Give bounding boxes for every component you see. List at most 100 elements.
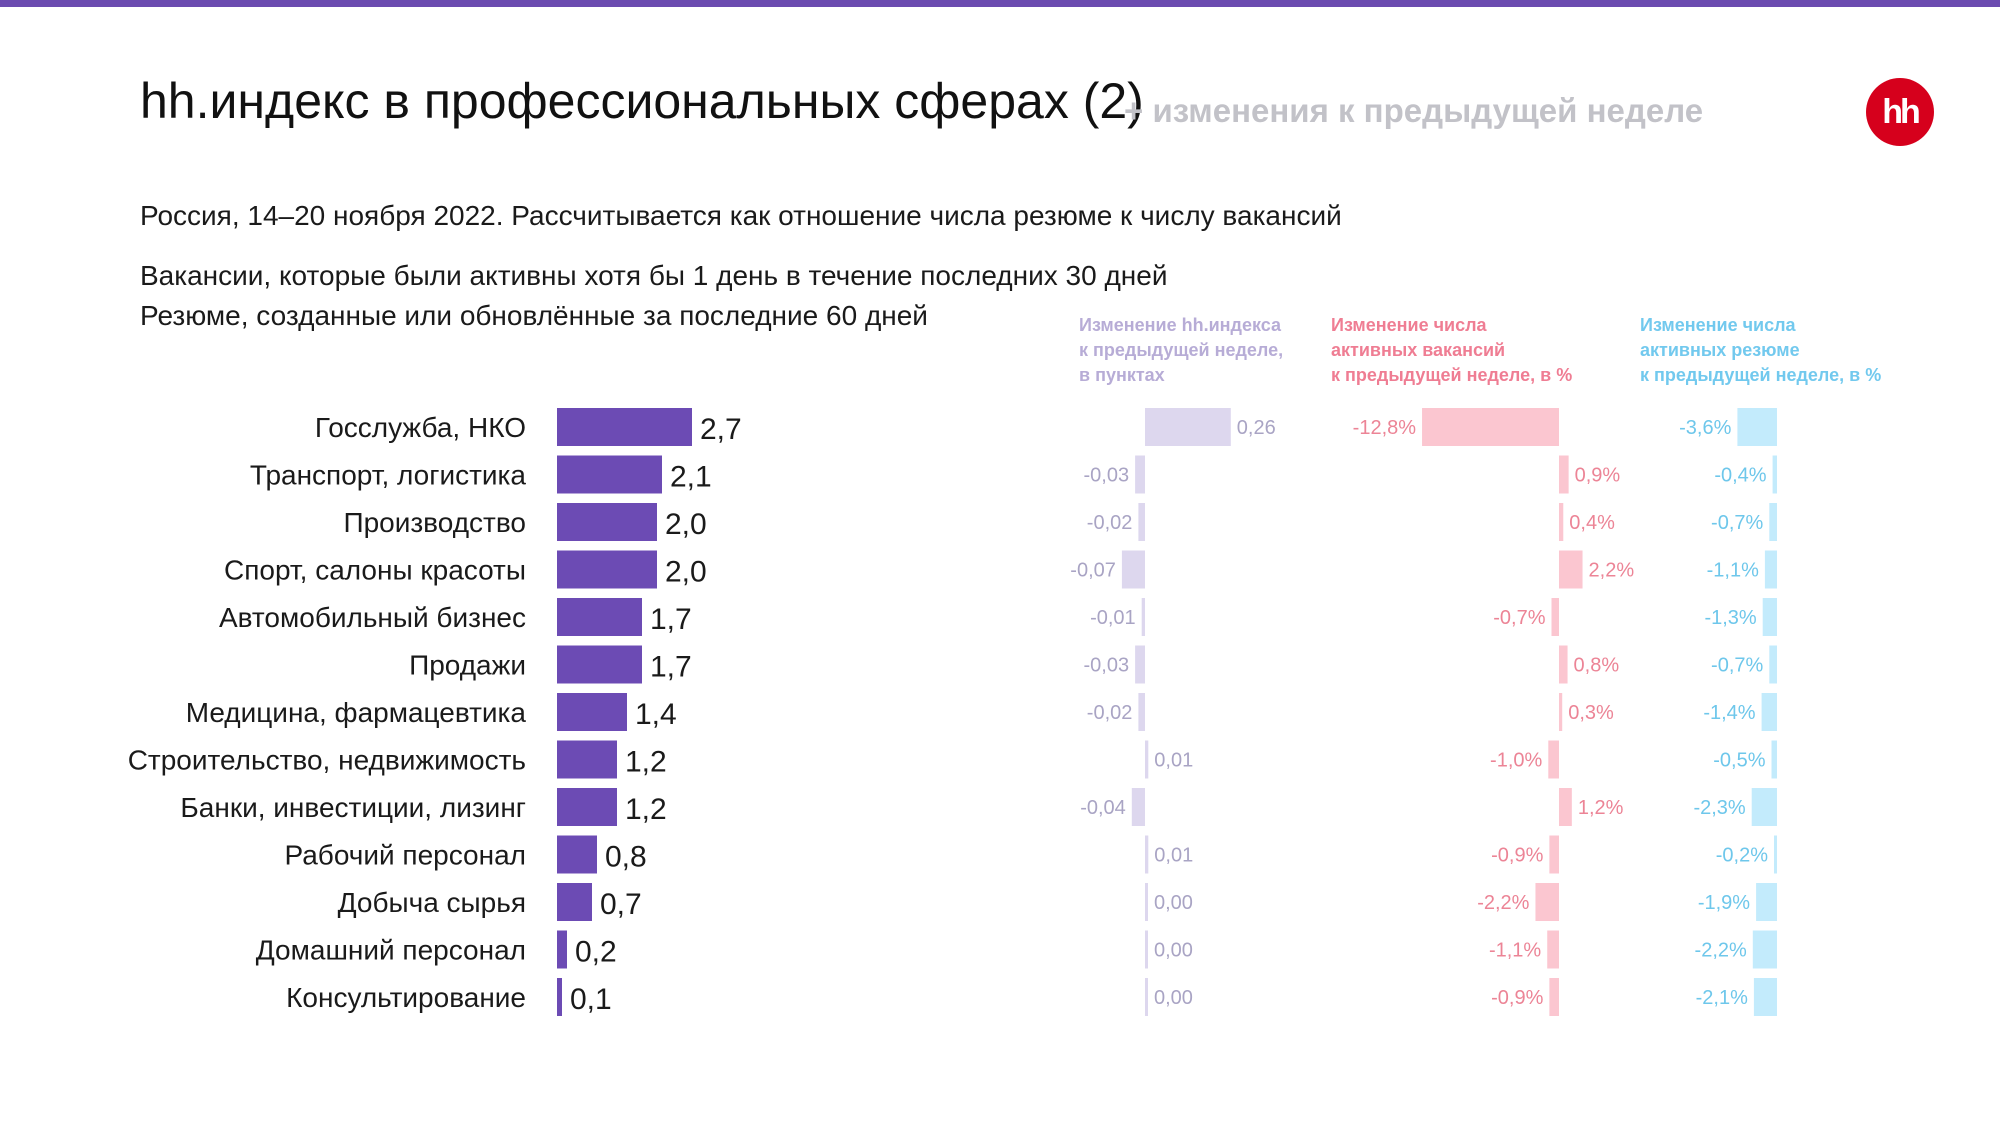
category-label: Госслужба, НКО	[315, 412, 526, 443]
index-change-bar	[1121, 550, 1145, 589]
vacancies-change-bar	[1549, 835, 1559, 874]
vacancies-change-label: 0,9%	[1575, 465, 1621, 487]
vacancies-change-label: -0,9%	[1491, 845, 1543, 867]
index-value-label: 0,8	[605, 841, 647, 874]
vacancies-change-label: -12,8%	[1353, 417, 1417, 439]
index-change-bar	[1131, 788, 1145, 826]
resumes-change-label: -0,2%	[1716, 845, 1768, 867]
resumes-change-bar	[1764, 550, 1777, 589]
index-bar	[557, 883, 592, 921]
index-change-label: -0,02	[1087, 512, 1133, 534]
index-bar	[557, 408, 692, 446]
top-accent-bar	[0, 0, 2000, 7]
index-value-label: 0,7	[600, 888, 642, 921]
vacancies-change-label: 0,3%	[1568, 702, 1614, 724]
resumes-change-bar	[1769, 503, 1777, 541]
note-resumes-definition: Резюме, созданные или обновлённые за пос…	[140, 300, 928, 331]
vacancies-change-label: -2,2%	[1477, 892, 1529, 914]
category-label: Домашний персонал	[256, 935, 526, 966]
index-change-label: 0,00	[1154, 987, 1193, 1009]
index-change-label: -0,03	[1084, 465, 1130, 487]
index-value-label: 2,0	[665, 556, 707, 589]
index-bar	[557, 788, 617, 826]
resumes-change-label: -2,3%	[1693, 797, 1745, 819]
resumes-change-label: -1,3%	[1704, 607, 1756, 629]
index-value-label: 1,2	[625, 793, 667, 826]
resumes-change-bar	[1753, 978, 1777, 1016]
note-vacancies-definition: Вакансии, которые были активны хотя бы 1…	[140, 260, 1168, 291]
resumes-change-bar	[1752, 930, 1777, 969]
index-bar	[557, 598, 642, 636]
category-label: Продажи	[409, 650, 526, 681]
resumes-change-label: -1,1%	[1707, 560, 1759, 582]
resumes-change-bar	[1756, 883, 1777, 921]
resumes-change-bar	[1772, 455, 1777, 494]
category-label: Добыча сырья	[338, 887, 526, 918]
vacancies-change-label: 0,8%	[1574, 655, 1620, 677]
resumes-change-label: -1,9%	[1698, 892, 1750, 914]
index-change-label: -0,02	[1087, 702, 1133, 724]
category-label: Банки, инвестиции, лизинг	[180, 792, 526, 823]
resumes-change-header-line: Изменение числа	[1640, 315, 1796, 335]
index-change-label: 0,00	[1154, 940, 1193, 962]
vacancies-change-bar	[1559, 455, 1569, 494]
index-change-bar	[1135, 645, 1145, 684]
index-change-header-line: Изменение hh.индекса	[1079, 315, 1281, 335]
category-label: Строительство, недвижимость	[128, 745, 526, 776]
index-bar	[557, 645, 642, 684]
index-change-bar	[1145, 408, 1231, 446]
index-bar	[557, 978, 562, 1016]
resumes-change-bar	[1771, 740, 1777, 779]
vacancies-change-bar	[1559, 645, 1568, 684]
resumes-change-bar	[1761, 693, 1777, 731]
vacancies-change-label: 1,2%	[1578, 797, 1624, 819]
page-subtitle: + изменения к предыдущей неделе	[1124, 92, 1704, 129]
vacancies-change-bar	[1559, 693, 1563, 731]
vacancies-change-bar	[1559, 550, 1583, 589]
vacancies-change-header-line: к предыдущей неделе, в %	[1331, 365, 1573, 385]
index-change-label: 0,01	[1154, 750, 1193, 772]
index-value-label: 1,7	[650, 603, 692, 636]
index-bar	[557, 503, 657, 541]
resumes-change-label: -0,7%	[1711, 512, 1763, 534]
index-change-header: Изменение hh.индекса к предыдущей неделе…	[1079, 313, 1283, 388]
index-change-label: 0,26	[1237, 417, 1276, 439]
resumes-change-label: -2,2%	[1695, 940, 1747, 962]
vacancies-change-bar	[1549, 978, 1559, 1016]
index-change-header-line: в пунктах	[1079, 365, 1165, 385]
resumes-change-label: -1,4%	[1703, 702, 1755, 724]
index-change-label: 0,01	[1154, 845, 1193, 867]
category-label: Транспорт, логистика	[250, 460, 527, 491]
vacancies-change-label: 2,2%	[1589, 560, 1635, 582]
index-bar	[557, 930, 567, 969]
resumes-change-bar	[1774, 835, 1777, 874]
index-value-label: 1,2	[625, 746, 667, 779]
vacancies-change-label: 0,4%	[1569, 512, 1615, 534]
vacancies-change-bar	[1535, 883, 1559, 921]
index-value-label: 2,7	[700, 413, 742, 446]
vacancies-change-header-line: Изменение числа	[1331, 315, 1487, 335]
index-change-label: -0,01	[1090, 607, 1136, 629]
index-change-bar	[1145, 740, 1149, 779]
category-label: Медицина, фармацевтика	[186, 697, 527, 728]
resumes-change-label: -2,1%	[1696, 987, 1748, 1009]
index-change-label: -0,04	[1080, 797, 1126, 819]
vacancies-change-header: Изменение числа активных вакансий к пред…	[1331, 313, 1572, 388]
index-change-header-line: к предыдущей неделе,	[1079, 340, 1284, 360]
resumes-change-label: -0,4%	[1714, 465, 1766, 487]
index-bar	[557, 693, 627, 731]
index-change-bar	[1145, 930, 1148, 969]
vacancies-change-bar	[1547, 930, 1559, 969]
resumes-change-header-line: активных резюме	[1640, 340, 1800, 360]
vacancies-change-bar	[1559, 503, 1564, 541]
vacancies-change-bar	[1422, 408, 1559, 446]
index-bar	[557, 740, 617, 779]
index-value-label: 2,1	[670, 461, 712, 494]
category-label: Спорт, салоны красоты	[224, 555, 526, 586]
resumes-change-header: Изменение числа активных резюме к предыд…	[1640, 313, 1881, 388]
index-bar	[557, 550, 657, 589]
index-value-label: 2,0	[665, 508, 707, 541]
index-change-bar	[1145, 835, 1149, 874]
vacancies-change-label: -0,9%	[1491, 987, 1543, 1009]
